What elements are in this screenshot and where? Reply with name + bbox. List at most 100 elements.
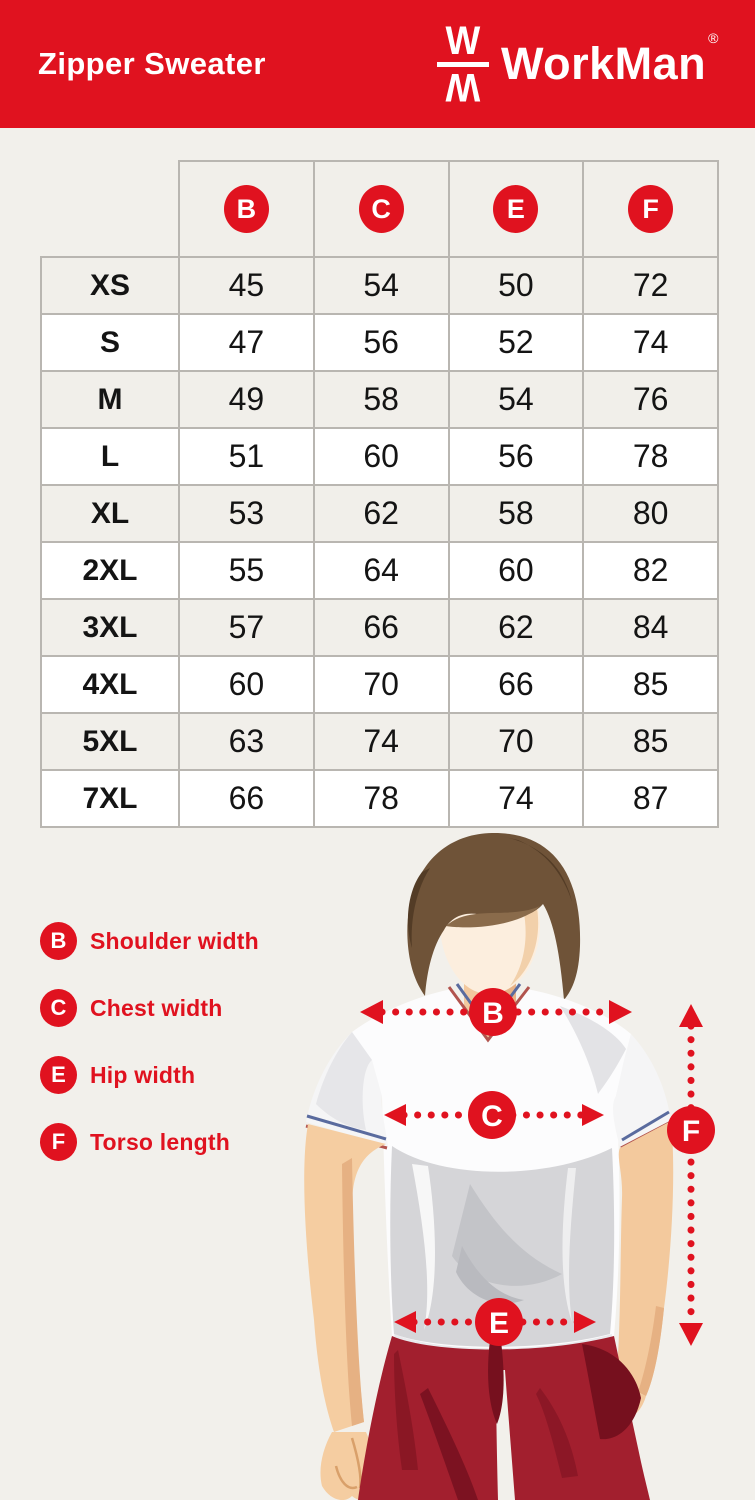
value-cell-b: 55: [178, 541, 315, 600]
value-cell-b: 63: [178, 712, 315, 771]
figure-badge-c-icon: C: [468, 1091, 516, 1139]
size-cell: 5XL: [40, 712, 180, 771]
column-header-f: F: [582, 160, 719, 258]
value-cell-e: 58: [447, 484, 585, 543]
value-cell-f: 78: [582, 427, 719, 486]
value-cell-b: 53: [178, 484, 315, 543]
measure-badge-b-icon: B: [223, 185, 269, 233]
brand-monogram-icon: W W: [436, 19, 489, 109]
size-cell: 2XL: [40, 541, 180, 600]
value-cell-c: 70: [312, 655, 450, 714]
svg-text:E: E: [489, 1307, 509, 1340]
size-cell: XL: [40, 484, 180, 543]
value-cell-f: 74: [582, 313, 719, 372]
page-title: Zipper Sweater: [38, 46, 266, 81]
value-cell-c: 54: [312, 256, 450, 315]
size-cell: M: [40, 370, 180, 429]
column-header-e: E: [447, 160, 585, 258]
svg-text:C: C: [481, 1100, 503, 1133]
shoulder-width-arrow: [360, 1000, 632, 1024]
torso-length-arrow: [679, 1004, 703, 1346]
measure-badge-c-icon: C: [358, 185, 404, 233]
monogram-w-top: W: [445, 19, 481, 64]
value-cell-c: 58: [312, 370, 450, 429]
table-row: XL 53 62 58 80: [40, 484, 719, 543]
value-cell-c: 62: [312, 484, 450, 543]
svg-text:F: F: [682, 1115, 700, 1148]
figure-badge-e-icon: E: [475, 1298, 523, 1346]
legend-item-shoulder-width: B Shoulder width: [40, 922, 259, 960]
figure-badge-b-icon: B: [469, 988, 517, 1036]
value-cell-b: 47: [178, 313, 315, 372]
table-row: 4XL 60 70 66 85: [40, 655, 719, 714]
table-row: M 49 58 54 76: [40, 370, 719, 429]
value-cell-e: 70: [447, 712, 585, 771]
column-header-c: C: [312, 160, 450, 258]
value-cell-f: 80: [582, 484, 719, 543]
brand-logo: W W WorkMan ®: [436, 19, 719, 109]
table-row: L 51 60 56 78: [40, 427, 719, 486]
legend-item-chest-width: C Chest width: [40, 989, 259, 1027]
value-cell-b: 60: [178, 655, 315, 714]
size-cell: XS: [40, 256, 180, 315]
measurement-figure: B C E F: [304, 832, 715, 1500]
size-cell: S: [40, 313, 180, 372]
brand-name: WorkMan ®: [500, 30, 719, 89]
value-cell-b: 66: [178, 769, 315, 828]
legend-badge-e-icon: E: [40, 1056, 77, 1094]
size-cell: 4XL: [40, 655, 180, 714]
value-cell-c: 78: [312, 769, 450, 828]
monogram-w-bottom: W: [445, 64, 481, 109]
value-cell-c: 60: [312, 427, 450, 486]
value-cell-c: 64: [312, 541, 450, 600]
value-cell-c: 74: [312, 712, 450, 771]
man-illustration: [304, 832, 674, 1500]
value-cell-f: 87: [582, 769, 719, 828]
value-cell-f: 85: [582, 712, 719, 771]
size-cell: L: [40, 427, 180, 486]
figure-badge-f-icon: F: [667, 1106, 715, 1154]
column-header-b: B: [178, 160, 315, 258]
measure-badge-f-icon: F: [628, 185, 674, 233]
svg-text:B: B: [482, 997, 504, 1030]
legend-badge-b-icon: B: [40, 922, 77, 960]
legend: B Shoulder width C Chest width E Hip wid…: [40, 922, 259, 1161]
legend-item-torso-length: F Torso length: [40, 1123, 259, 1161]
monogram-divider: [436, 61, 489, 67]
table-row: 7XL 66 78 74 87: [40, 769, 719, 828]
header-bar: Zipper Sweater W W WorkMan ®: [0, 0, 755, 128]
legend-badge-f-icon: F: [40, 1123, 77, 1161]
value-cell-f: 84: [582, 598, 719, 657]
table-row: 2XL 55 64 60 82: [40, 541, 719, 600]
legend-item-hip-width: E Hip width: [40, 1056, 259, 1094]
value-cell-e: 66: [447, 655, 585, 714]
value-cell-b: 57: [178, 598, 315, 657]
table-row: 3XL 57 66 62 84: [40, 598, 719, 657]
size-cell: 3XL: [40, 598, 180, 657]
table-row: S 47 56 52 74: [40, 313, 719, 372]
table-row: XS 45 54 50 72: [40, 256, 719, 315]
value-cell-b: 49: [178, 370, 315, 429]
value-cell-e: 52: [447, 313, 585, 372]
size-cell: 7XL: [40, 769, 180, 828]
value-cell-f: 82: [582, 541, 719, 600]
value-cell-b: 51: [178, 427, 315, 486]
table-row: 5XL 63 74 70 85: [40, 712, 719, 771]
value-cell-e: 50: [447, 256, 585, 315]
value-cell-c: 66: [312, 598, 450, 657]
corner-cell: [41, 161, 179, 257]
value-cell-c: 56: [312, 313, 450, 372]
value-cell-e: 56: [447, 427, 585, 486]
chest-width-arrow: [384, 1104, 604, 1126]
value-cell-e: 74: [447, 769, 585, 828]
table-header-row: B C E F: [41, 160, 719, 258]
legend-badge-c-icon: C: [40, 989, 77, 1027]
value-cell-e: 62: [447, 598, 585, 657]
value-cell-e: 60: [447, 541, 585, 600]
value-cell-e: 54: [447, 370, 585, 429]
registered-trademark: ®: [708, 30, 719, 46]
value-cell-f: 72: [582, 256, 719, 315]
measure-badge-e-icon: E: [493, 185, 539, 233]
size-table: B C E F XS 45 54 50 72 S 47 56 52 74 M 4…: [40, 160, 719, 828]
